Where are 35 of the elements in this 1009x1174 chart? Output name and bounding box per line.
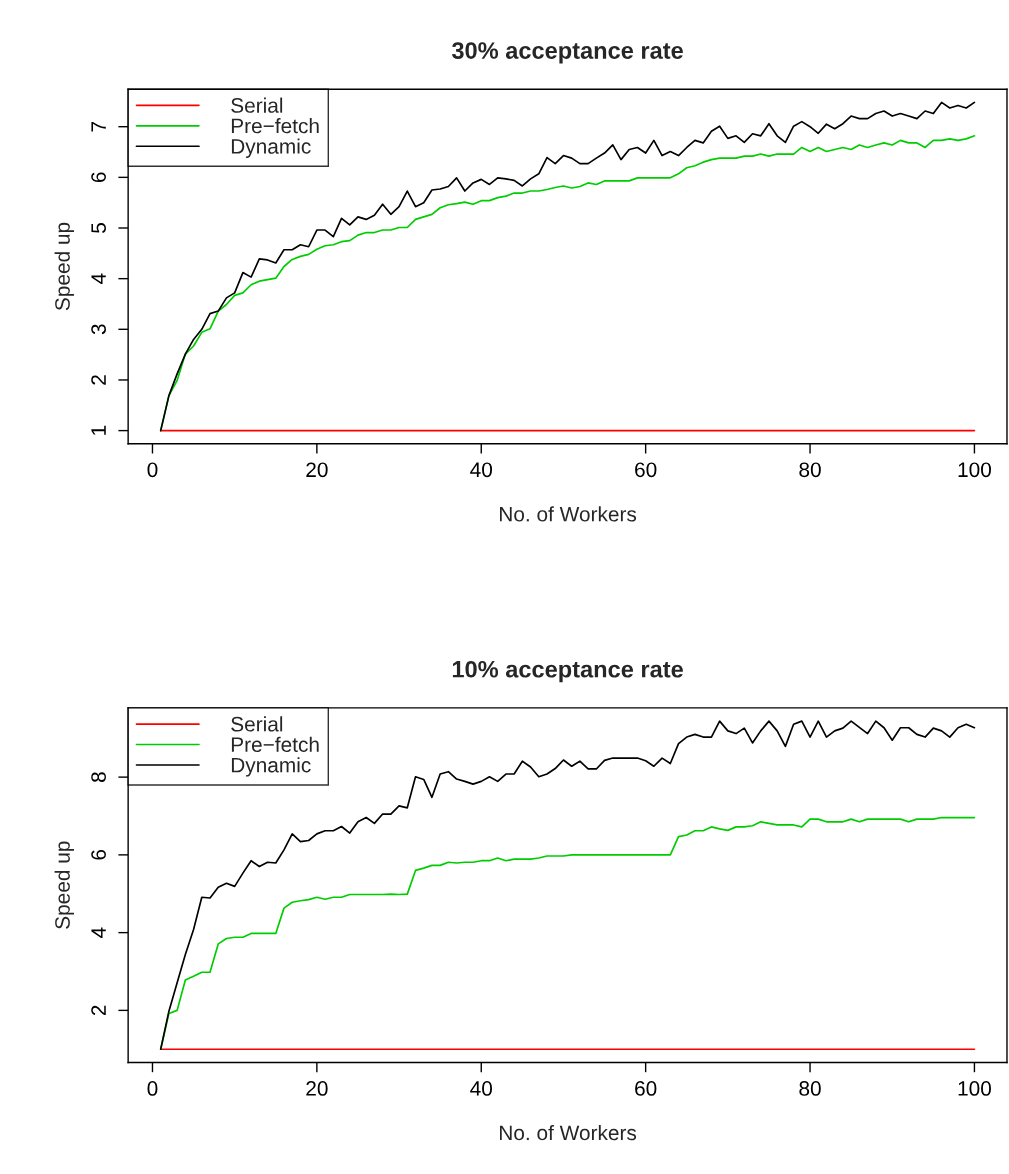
legend-label: Serial: [231, 97, 283, 113]
x-axis-title: No. of Workers: [500, 506, 637, 522]
chart-title: 30% acceptance rate: [451, 42, 683, 64]
legend-label: Dynamic: [231, 757, 311, 777]
x-tick-label: 100: [958, 462, 991, 478]
x-tick-label: 80: [799, 462, 821, 478]
x-tick-label: 60: [635, 462, 657, 478]
y-tick-label: 2: [91, 1005, 106, 1016]
y-tick-label: 5: [91, 223, 106, 233]
chart-title: 10% acceptance rate: [452, 660, 683, 683]
x-tick-label: 60: [635, 1081, 657, 1096]
y-tick-label: 8: [91, 772, 106, 783]
y-tick-label: 1: [91, 425, 106, 435]
legend-label: Pre−fetch: [231, 118, 319, 134]
x-tick-label: 80: [799, 1081, 821, 1096]
y-tick-label: 7: [91, 121, 106, 132]
y-tick-label: 6: [91, 172, 106, 183]
x-tick-label: 40: [470, 1081, 493, 1096]
legend-label: Serial: [231, 716, 283, 732]
x-tick-label: 100: [958, 1081, 991, 1096]
y-tick-label: 4: [91, 927, 106, 938]
y-tick-label: 2: [91, 375, 106, 385]
legend-label: Pre−fetch: [231, 736, 319, 753]
y-tick-label: 4: [91, 273, 106, 284]
x-tick-label: 0: [147, 462, 158, 478]
y-tick-label: 6: [91, 849, 106, 860]
y-axis-title: Speed up: [54, 222, 74, 311]
legend-label: Dynamic: [231, 138, 311, 158]
x-tick-label: 0: [147, 1081, 158, 1096]
x-tick-label: 40: [470, 462, 493, 478]
y-tick-label: 3: [91, 324, 106, 335]
x-tick-label: 20: [306, 462, 328, 478]
x-axis-title: No. of Workers: [500, 1124, 637, 1141]
x-tick-label: 20: [306, 1081, 328, 1096]
y-axis-title: Speed up: [54, 841, 74, 929]
